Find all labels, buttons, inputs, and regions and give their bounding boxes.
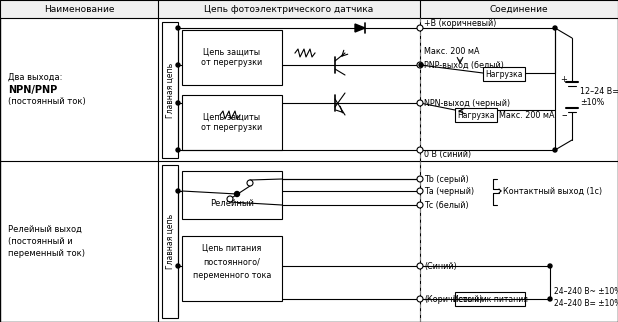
Circle shape — [176, 26, 180, 30]
Circle shape — [417, 188, 423, 194]
Bar — [162, 22, 178, 158]
Text: PNP-выход (белый): PNP-выход (белый) — [424, 61, 504, 70]
Circle shape — [176, 264, 180, 268]
Text: –: – — [561, 110, 567, 120]
Text: NPN-выход (черный): NPN-выход (черный) — [424, 99, 510, 108]
Bar — [162, 165, 178, 318]
Text: 0 В (синий): 0 В (синий) — [424, 150, 471, 159]
Text: (постоянный ток): (постоянный ток) — [8, 97, 86, 106]
Circle shape — [548, 297, 552, 301]
Circle shape — [417, 100, 423, 106]
Text: Цепь питания: Цепь питания — [202, 243, 261, 252]
Bar — [182, 30, 282, 85]
Circle shape — [417, 62, 423, 68]
Circle shape — [176, 189, 180, 193]
Text: Главная цепь: Главная цепь — [166, 62, 174, 118]
Circle shape — [417, 296, 423, 302]
Text: Нагрузка: Нагрузка — [457, 110, 495, 119]
Text: от перегрузки: от перегрузки — [201, 123, 263, 132]
Circle shape — [417, 263, 423, 269]
Text: +В (коричневый): +В (коричневый) — [424, 19, 496, 28]
Text: от перегрузки: от перегрузки — [201, 58, 263, 67]
Circle shape — [247, 180, 253, 186]
Circle shape — [176, 101, 180, 105]
Bar — [182, 236, 282, 301]
Circle shape — [417, 25, 423, 31]
Circle shape — [553, 26, 557, 30]
Circle shape — [227, 196, 233, 202]
Circle shape — [234, 192, 240, 196]
Text: переменного тока: переменного тока — [193, 271, 271, 280]
Text: Цепь защиты: Цепь защиты — [203, 113, 261, 122]
Text: +: + — [560, 74, 567, 83]
Text: NPN/PNP: NPN/PNP — [8, 84, 57, 94]
Bar — [0, 0, 618, 18]
Bar — [182, 95, 282, 150]
Circle shape — [417, 202, 423, 208]
Text: 24–240 В~ ±10%: 24–240 В~ ±10% — [554, 287, 618, 296]
Bar — [182, 171, 282, 219]
Text: Релейный: Релейный — [210, 198, 254, 207]
Text: Цепь фотоэлектрического датчика: Цепь фотоэлектрического датчика — [205, 5, 374, 14]
Text: Цепь защиты: Цепь защиты — [203, 48, 261, 57]
Text: Макс. 200 мА: Макс. 200 мА — [499, 110, 554, 119]
Text: постоянного/: постоянного/ — [203, 258, 260, 267]
Text: 12–24 В=
±10%: 12–24 В= ±10% — [580, 87, 618, 107]
Text: (постоянный и: (постоянный и — [8, 237, 73, 246]
Circle shape — [553, 148, 557, 152]
Circle shape — [417, 147, 423, 153]
Text: Источник питания: Источник питания — [452, 295, 527, 304]
Text: Тb (серый): Тb (серый) — [424, 175, 468, 184]
Text: Главная цепь: Главная цепь — [166, 214, 174, 269]
Text: Наименование: Наименование — [44, 5, 114, 14]
Circle shape — [176, 63, 180, 67]
Bar — [455, 292, 525, 306]
Bar — [455, 108, 497, 122]
Text: Два выхода:: Два выхода: — [8, 73, 62, 82]
Text: Тс (белый): Тс (белый) — [424, 201, 468, 210]
Text: переменный ток): переменный ток) — [8, 249, 85, 258]
Text: 24–240 В= ±10%: 24–240 В= ±10% — [554, 298, 618, 308]
Text: Релейный выход: Релейный выход — [8, 225, 82, 234]
Text: Соединение: Соединение — [489, 5, 548, 14]
Text: Нагрузка: Нагрузка — [485, 70, 523, 79]
Text: Контактный выход (1с): Контактный выход (1с) — [503, 186, 602, 195]
Text: Макс. 200 мА: Макс. 200 мА — [424, 46, 480, 55]
Text: (Синий): (Синий) — [424, 261, 457, 270]
Circle shape — [548, 264, 552, 268]
Text: Та (черный): Та (черный) — [424, 186, 474, 195]
Circle shape — [417, 176, 423, 182]
Text: (Коричневый): (Коричневый) — [424, 295, 483, 304]
Circle shape — [419, 63, 423, 67]
Circle shape — [176, 148, 180, 152]
Polygon shape — [355, 24, 365, 32]
Bar — [483, 67, 525, 81]
